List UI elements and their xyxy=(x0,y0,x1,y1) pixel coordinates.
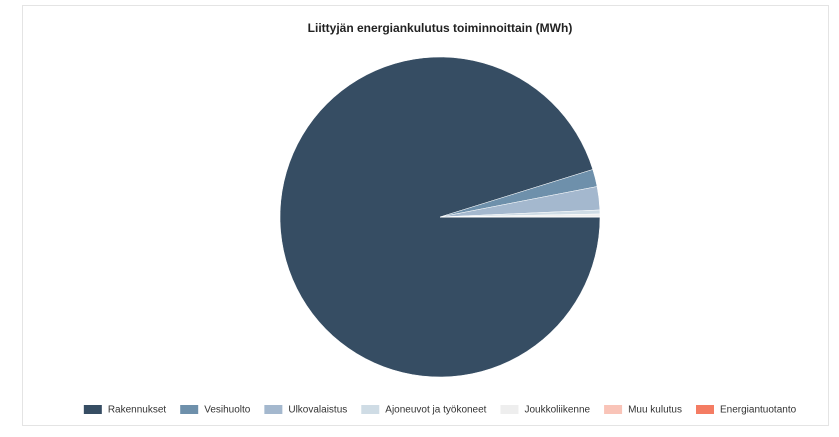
legend-swatch xyxy=(604,405,623,414)
legend-label: Ulkovalaistus xyxy=(288,405,347,416)
legend-swatch xyxy=(83,405,102,414)
legend: Rakennukset Vesihuolto Ulkovalaistus Ajoneu… xyxy=(83,405,797,416)
legend-swatch xyxy=(361,405,380,414)
legend-label: Joukkoliikenne xyxy=(524,405,590,416)
legend-swatch xyxy=(264,405,283,414)
legend-label: Rakennukset xyxy=(108,405,167,416)
legend-swatch xyxy=(696,405,714,414)
legend-label: Vesihuolto xyxy=(204,405,251,416)
chart-title: Liittyjän energiankulutus toiminnoittain… xyxy=(308,21,573,35)
legend-swatch xyxy=(500,405,519,414)
legend-label: Energiantuotanto xyxy=(720,405,797,416)
legend-swatch xyxy=(180,405,199,414)
legend-label: Muu kulutus xyxy=(628,405,682,416)
pie xyxy=(279,56,601,378)
legend-label: Ajoneuvot ja työkoneet xyxy=(385,405,486,416)
